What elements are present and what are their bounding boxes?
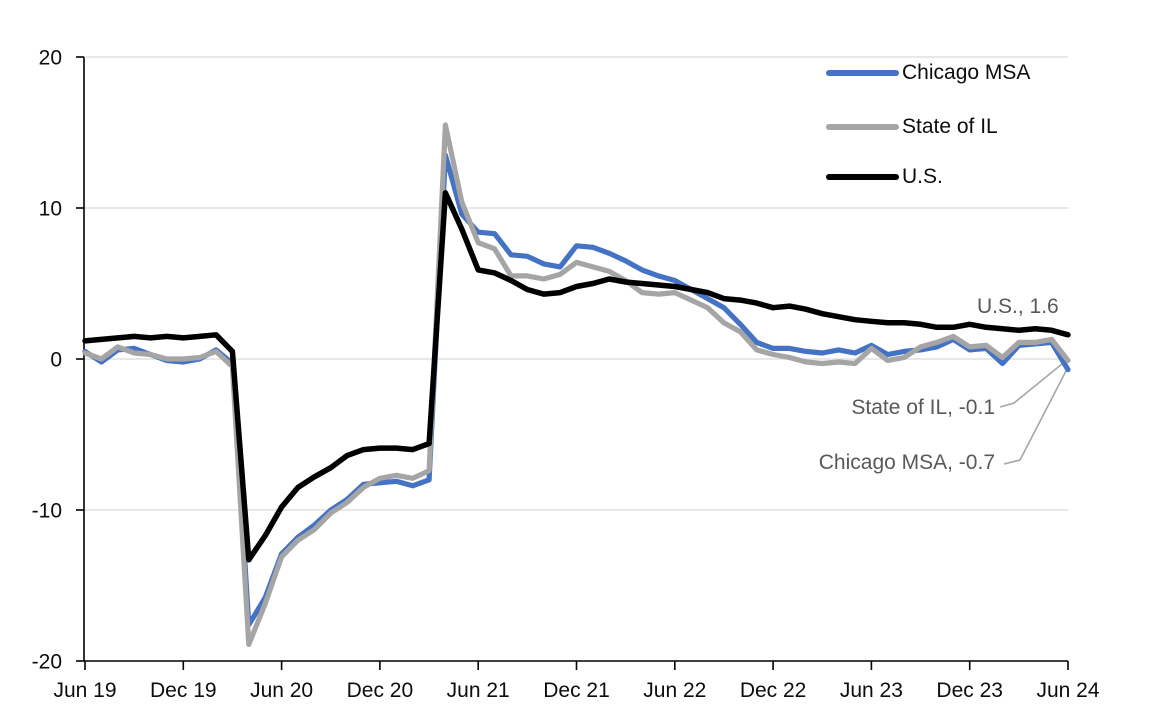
legend-label-chicago-msa: Chicago MSA	[902, 61, 1031, 84]
x-axis-label: Jun 22	[643, 679, 706, 702]
data-series-lines	[82, 122, 1071, 648]
leader-line-state-of-il	[999, 363, 1063, 408]
x-axis-label: Dec 20	[347, 679, 414, 702]
x-axis-label: Dec 21	[543, 679, 610, 702]
legend-swatch-chicago-msa	[826, 70, 899, 76]
series-line-state-of-il	[82, 122, 1071, 648]
x-axis-label: Dec 22	[740, 679, 807, 702]
legend-swatch-state-of-il	[826, 124, 899, 130]
legend-item-us: U.S.	[826, 165, 943, 189]
y-axis-label: -20	[32, 651, 62, 674]
y-axis-label: 10	[39, 198, 62, 221]
y-axis-label: -10	[32, 500, 62, 523]
annotation-us-end-value: U.S., 1.6	[977, 295, 1059, 318]
x-axis-label: Dec 23	[936, 679, 1003, 702]
leader-line-chicago-msa	[1003, 370, 1067, 465]
legend-swatch-us	[826, 174, 899, 180]
y-axis-label: 0	[50, 349, 62, 372]
annotation-leader-lines	[999, 363, 1067, 465]
x-axis-label: Jun 21	[447, 679, 510, 702]
y-axis-label: 20	[39, 47, 62, 70]
annotation-chicago-msa-end-value: Chicago MSA, -0.7	[818, 451, 995, 474]
x-axis-label: Jun 19	[53, 679, 116, 702]
legend-item-state-of-il: State of IL	[826, 115, 998, 139]
annotation-state-of-il-end-value: State of IL, -0.1	[851, 396, 995, 419]
legend-item-chicago-msa: Chicago MSA	[826, 61, 1030, 85]
legend-label-state-of-il: State of IL	[902, 115, 998, 138]
x-axis-label: Dec 19	[150, 679, 217, 702]
x-axis-label: Jun 20	[250, 679, 313, 702]
legend-label-us: U.S.	[902, 165, 943, 188]
gridlines	[84, 56, 1068, 511]
x-axis-label: Jun 24	[1036, 679, 1099, 702]
axes: 20 10 0 -10 -20 Jun 19 Dec 19 Jun 20 Dec 20 Jun 2…	[32, 47, 1100, 703]
x-axis-label: Jun 23	[840, 679, 903, 702]
series-line-u-s	[82, 190, 1071, 563]
